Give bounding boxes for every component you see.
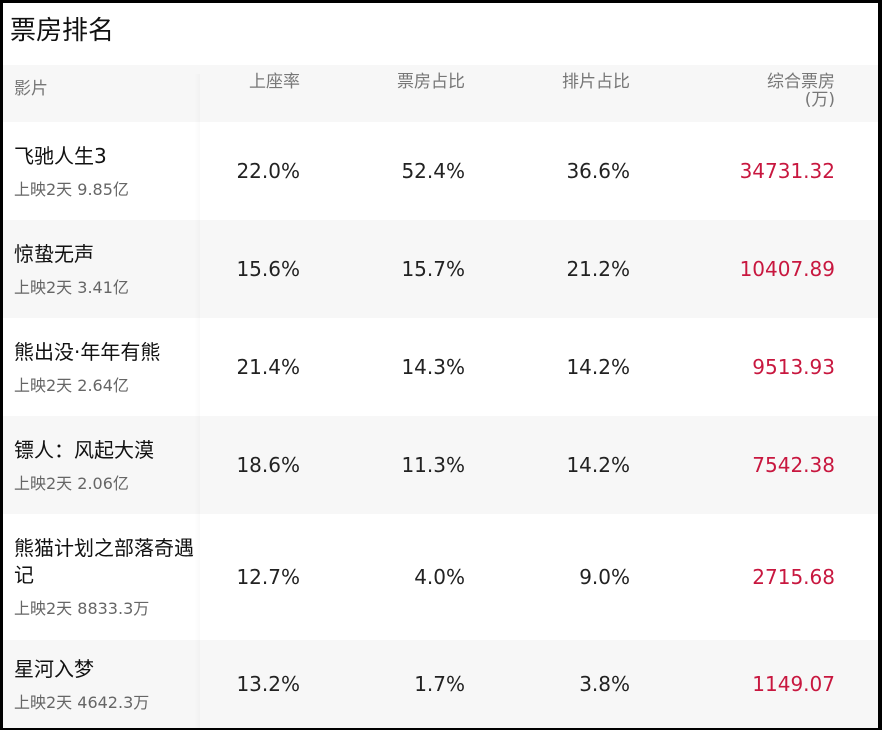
table-row[interactable]: 熊猫计划之部落奇遇记上映2天 8833.3万 12.7% 4.0% 9.0% 2…	[3, 514, 878, 640]
film-name[interactable]: 熊猫计划之部落奇遇记	[14, 536, 194, 587]
header-total-unit: (万)	[804, 89, 835, 110]
film-release-info: 上映2天 4642.3万	[14, 692, 150, 712]
film-name[interactable]: 惊蛰无声	[14, 241, 94, 266]
table-row[interactable]: 飞驰人生3 上映2天 9.85亿 22.0% 52.4% 36.6% 34731.…	[3, 122, 878, 220]
film-release-info: 上映2天 2.06亿	[14, 473, 129, 493]
box-share-value: 4.0%	[414, 565, 465, 589]
screen-share-value: 36.6%	[566, 159, 630, 183]
film-name[interactable]: 飞驰人生3	[14, 143, 107, 168]
screen-share-value: 9.0%	[579, 565, 630, 589]
box-share-value: 14.3%	[401, 355, 465, 379]
table-row[interactable]: 星河入梦上映2天 4642.3万 13.2% 1.7% 3.8% 1149.07	[3, 640, 878, 728]
screen-share-value: 14.2%	[566, 453, 630, 477]
film-cell: 熊出没·年年有熊上映2天 2.64亿	[3, 318, 200, 416]
screen-share-value: 21.2%	[566, 257, 630, 281]
occupancy-value: 22.0%	[236, 159, 300, 183]
occupancy-value: 21.4%	[236, 355, 300, 379]
film-release-info: 上映2天 2.64亿	[14, 375, 129, 395]
total-box-office-value: 2715.68	[752, 565, 835, 589]
table-row[interactable]: 惊蛰无声上映2天 3.41亿 15.6% 15.7% 21.2% 10407.8…	[3, 220, 878, 318]
total-box-office-value: 34731.32	[739, 159, 835, 183]
box-share-value: 11.3%	[401, 453, 465, 477]
occupancy-value: 15.6%	[236, 257, 300, 281]
screen-share-value: 14.2%	[566, 355, 630, 379]
total-box-office-value: 10407.89	[739, 257, 835, 281]
header-screen-share[interactable]: 排片占比	[562, 72, 630, 92]
header-total-label: 综合票房	[767, 72, 835, 92]
table-row[interactable]: 镖人：风起大漠上映2天 2.06亿 18.6% 11.3% 14.2% 7542…	[3, 416, 878, 514]
total-box-office-value: 1149.07	[752, 672, 835, 696]
occupancy-value: 18.6%	[236, 453, 300, 477]
film-cell: 镖人：风起大漠上映2天 2.06亿	[3, 416, 200, 514]
film-release-info: 上映2天 9.85亿	[14, 179, 129, 199]
header-occupancy[interactable]: 上座率	[249, 72, 300, 92]
table-row[interactable]: 熊出没·年年有熊上映2天 2.64亿 21.4% 14.3% 14.2% 951…	[3, 318, 878, 416]
film-name[interactable]: 镖人：风起大漠	[14, 437, 154, 462]
film-cell: 星河入梦上映2天 4642.3万	[3, 640, 200, 728]
total-box-office-value: 7542.38	[752, 453, 835, 477]
header-total[interactable]: 综合票房 (万)	[630, 72, 835, 110]
occupancy-value: 13.2%	[236, 672, 300, 696]
film-release-info: 上映2天 3.41亿	[14, 277, 129, 297]
box-office-table: 影片 上座率 票房占比 排片占比 综合票房 (万) 飞驰人生3 上映2天 9.85亿…	[3, 65, 878, 728]
box-share-value: 15.7%	[401, 257, 465, 281]
table-header: 影片 上座率 票房占比 排片占比 综合票房 (万)	[3, 65, 878, 122]
film-cell: 飞驰人生3 上映2天 9.85亿	[3, 122, 200, 220]
box-share-value: 52.4%	[401, 159, 465, 183]
film-cell: 熊猫计划之部落奇遇记上映2天 8833.3万	[3, 514, 200, 640]
film-cell: 惊蛰无声上映2天 3.41亿	[3, 220, 200, 318]
occupancy-value: 12.7%	[236, 565, 300, 589]
total-box-office-value: 9513.93	[752, 355, 835, 379]
header-film[interactable]: 影片	[3, 74, 200, 122]
film-name[interactable]: 星河入梦	[14, 656, 94, 681]
page-title: 票房排名	[10, 16, 115, 46]
film-release-info: 上映2天 8833.3万	[14, 599, 150, 618]
box-share-value: 1.7%	[414, 672, 465, 696]
film-name[interactable]: 熊出没·年年有熊	[14, 339, 161, 364]
header-box-share[interactable]: 票房占比	[397, 72, 465, 92]
screen-share-value: 3.8%	[579, 672, 630, 696]
